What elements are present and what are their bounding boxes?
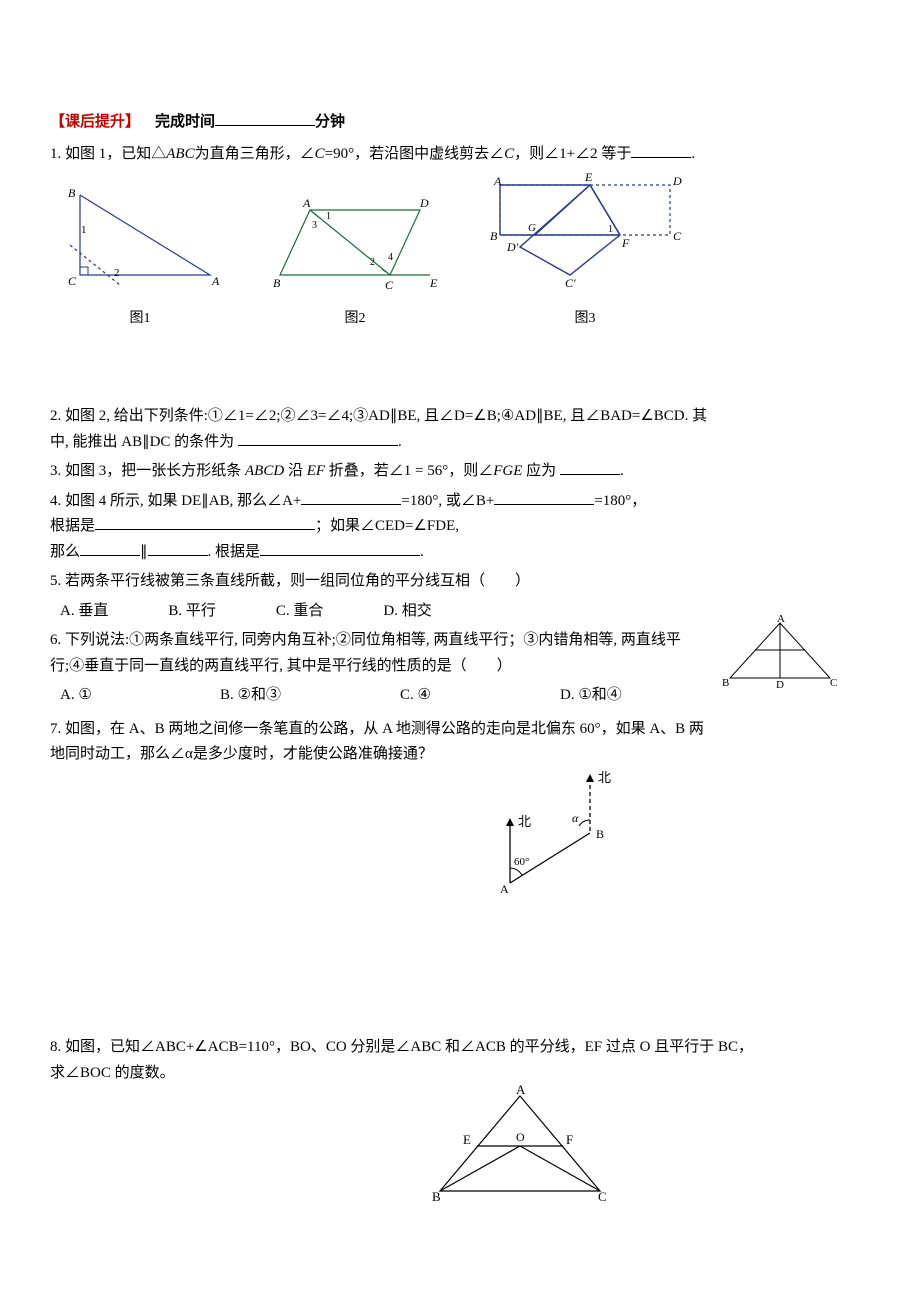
q5-opt-d[interactable]: D. 相交 (383, 599, 431, 625)
svg-text:C: C (673, 229, 682, 243)
q4-blank-5[interactable] (148, 540, 208, 556)
question-4: 4. 如图 4 所示, 如果 DE∥AB, 那么∠A+=180°, 或∠B+=1… (50, 489, 870, 566)
question-5: 5. 若两条平行线被第三条直线所截，则一组同位角的平分线互相（ ） A. 垂直 … (50, 569, 870, 624)
svg-text:1: 1 (326, 211, 331, 222)
svg-text:60°: 60° (514, 856, 529, 868)
figure-2: A D B C E 1 3 2 4 图2 (270, 195, 440, 330)
q4-blank-6[interactable] (260, 540, 420, 556)
svg-text:A: A (500, 882, 509, 896)
svg-text:B: B (722, 677, 729, 689)
svg-text:B: B (432, 1189, 441, 1204)
question-6: A B C D 6. 下列说法:①两条直线平行, 同旁内角互补;②同位角相等, … (50, 628, 870, 709)
svg-text:B: B (596, 827, 604, 841)
svg-text:α: α (572, 811, 579, 825)
figure-q7: 北 北 60° α A B (470, 768, 630, 898)
svg-text:D′: D′ (506, 240, 519, 254)
svg-text:D: D (419, 196, 429, 210)
question-7: 7. 如图，在 A、B 两地之间修一条笔直的公路，从 A 地测得公路的走向是北偏… (50, 717, 870, 908)
svg-text:F: F (566, 1132, 573, 1147)
q6-opt-b[interactable]: B. ②和③ (220, 683, 400, 709)
svg-text:B: B (68, 186, 76, 200)
svg-text:C′: C′ (565, 276, 576, 290)
q1-blank[interactable] (631, 142, 691, 158)
q5-opt-b[interactable]: B. 平行 (168, 599, 216, 625)
time-blank[interactable] (215, 110, 315, 126)
question-2: 2. 如图 2, 给出下列条件:①∠1=∠2;②∠3=∠4;③AD∥BE, 且∠… (50, 404, 870, 455)
figure-q8: A B C E F O (430, 1086, 610, 1206)
figure-3: A E D B F C G D′ C′ 1 图3 (490, 175, 680, 330)
svg-text:F: F (621, 236, 630, 250)
q4-blank-4[interactable] (80, 540, 140, 556)
svg-text:C: C (598, 1189, 607, 1204)
question-3: 3. 如图 3，把一张长方形纸条 ABCD 沿 EF 折叠，若∠1 = 56°，… (50, 459, 870, 485)
svg-text:C: C (68, 274, 77, 288)
question-8: 8. 如图，已知∠ABC+∠ACB=110°，BO、CO 分别是∠ABC 和∠A… (50, 1035, 870, 1216)
svg-text:3: 3 (312, 220, 317, 231)
svg-text:D: D (672, 174, 682, 188)
svg-text:A: A (493, 174, 502, 188)
svg-text:A: A (302, 196, 311, 210)
svg-text:北: 北 (598, 770, 611, 785)
svg-text:2: 2 (370, 257, 375, 268)
q4-blank-2[interactable] (494, 489, 594, 505)
figures-row: B C A 1 2 图1 A D B C E 1 3 2 4 图2 (60, 175, 870, 330)
q6-opt-d[interactable]: D. ①和④ (560, 683, 622, 709)
time-label-a: 完成时间 (155, 114, 215, 130)
svg-text:E: E (463, 1132, 471, 1147)
svg-text:4: 4 (388, 252, 393, 263)
svg-text:C: C (385, 278, 394, 292)
time-label-b: 分钟 (315, 114, 345, 130)
fig2-label: 图2 (270, 307, 440, 331)
q4-blank-1[interactable] (301, 489, 401, 505)
svg-text:1: 1 (81, 224, 87, 236)
section-title: 【课后提升】 (50, 114, 140, 130)
svg-text:C: C (830, 677, 837, 689)
q2-blank[interactable] (238, 430, 398, 446)
figure-q6: A B C D (720, 618, 840, 688)
svg-text:1: 1 (608, 224, 613, 235)
q5-opt-a[interactable]: A. 垂直 (60, 599, 108, 625)
q5-opt-c[interactable]: C. 重合 (276, 599, 324, 625)
svg-text:O: O (516, 1130, 525, 1144)
fig1-label: 图1 (60, 307, 220, 331)
svg-text:A: A (516, 1082, 526, 1097)
q6-opt-c[interactable]: C. ④ (400, 683, 560, 709)
svg-text:E: E (584, 170, 593, 184)
question-1: 1. 如图 1，已知△ABC为直角三角形，∠C=90°，若沿图中虚线剪去∠C，则… (50, 142, 870, 168)
q4-blank-3[interactable] (95, 514, 315, 530)
figure-1: B C A 1 2 图1 (60, 185, 220, 330)
svg-text:北: 北 (518, 814, 531, 829)
svg-text:D: D (776, 679, 784, 691)
svg-text:A: A (211, 274, 220, 288)
svg-text:G: G (528, 222, 536, 234)
q6-opt-a[interactable]: A. ① (60, 683, 220, 709)
svg-text:B: B (273, 276, 281, 290)
svg-text:B: B (490, 229, 498, 243)
svg-text:A: A (777, 613, 785, 625)
fig3-label: 图3 (490, 307, 680, 331)
q3-blank[interactable] (560, 459, 620, 475)
svg-text:2: 2 (114, 267, 120, 279)
svg-text:E: E (429, 276, 438, 290)
